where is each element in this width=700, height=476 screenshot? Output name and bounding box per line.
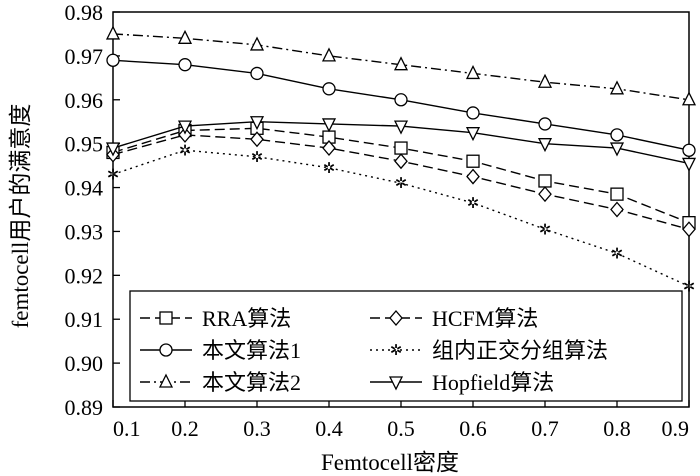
- legend-swatch-marker: [159, 311, 173, 325]
- legend-item: HCFM算法: [370, 306, 538, 331]
- legend-swatch-marker: [159, 343, 173, 357]
- data-point: [610, 128, 624, 142]
- legend-item: 本文算法1: [140, 338, 301, 363]
- x-tick-label: 0.7: [531, 416, 559, 441]
- data-point: [322, 140, 336, 157]
- data-point: [682, 221, 696, 238]
- data-point: [394, 93, 408, 107]
- series-6: [105, 116, 697, 172]
- series-4: ✲ ✲ ✲ ✲ ✲ ✲ ✲ ✲ ✲: [107, 143, 696, 295]
- x-tick-label: 0.8: [603, 416, 631, 441]
- legend-label: 本文算法2: [202, 370, 301, 395]
- legend-label: 本文算法1: [202, 338, 301, 363]
- x-tick-label: 0.6: [459, 416, 487, 441]
- data-point: ✲: [467, 196, 480, 212]
- data-point: ✲: [323, 161, 336, 177]
- x-tick-label: 0.2: [171, 416, 199, 441]
- data-point: [250, 131, 264, 148]
- x-tick-label: 0.3: [243, 416, 271, 441]
- data-point: [537, 73, 553, 88]
- series-5: [105, 25, 697, 106]
- legend-label: Hopfield算法: [432, 370, 554, 395]
- series-3: [106, 53, 696, 157]
- y-tick-label: 0.89: [65, 395, 104, 420]
- x-tick-label: 0.1: [113, 416, 141, 441]
- data-point: [610, 201, 624, 218]
- y-tick-label: 0.94: [65, 176, 104, 201]
- data-point: ✲: [107, 167, 120, 183]
- legend-swatch-marker: ✲: [390, 343, 403, 359]
- data-point: [465, 127, 481, 142]
- data-point: [249, 36, 265, 51]
- data-point: [681, 157, 697, 172]
- data-point: [466, 168, 480, 185]
- x-tick-label: 0.5: [387, 416, 415, 441]
- data-point: ✲: [539, 222, 552, 238]
- data-point: [177, 120, 193, 135]
- y-tick-label: 0.90: [65, 351, 104, 376]
- legend-item: ✲ 组内正交分组算法: [370, 338, 608, 363]
- data-point: [609, 142, 625, 157]
- data-point: [393, 56, 409, 71]
- data-point: [537, 138, 553, 153]
- legend-swatch-marker: [389, 310, 403, 326]
- data-point: [393, 120, 409, 135]
- data-point: ✲: [251, 150, 264, 166]
- y-tick-label: 0.93: [65, 219, 104, 244]
- x-tick-label: 0.4: [315, 416, 343, 441]
- data-point: ✲: [611, 246, 624, 262]
- legend-item: RRA算法: [140, 306, 291, 331]
- y-tick-label: 0.95: [65, 132, 104, 157]
- axes: 0.89 0.90 0.91 0.92 0.93 0.94 0.95 0.96 0.97 0.98…: [65, 0, 690, 441]
- data-point: ✲: [683, 279, 696, 295]
- data-point: [321, 118, 337, 133]
- legend-item: 本文算法2: [140, 370, 301, 395]
- y-axis-title: femtocell用户的满意度: [8, 104, 33, 329]
- data-point: [105, 142, 121, 157]
- data-point: [538, 186, 552, 203]
- legend-label: 组内正交分组算法: [432, 338, 608, 363]
- data-point: [682, 143, 696, 157]
- data-point: [394, 141, 408, 155]
- data-point: [465, 64, 481, 80]
- legend-swatch-marker: [158, 373, 174, 388]
- data-point: [609, 80, 625, 95]
- legend-label: HCFM算法: [432, 306, 538, 331]
- series-line: [112, 149, 690, 287]
- data-point: [106, 53, 120, 67]
- data-point: ✲: [395, 176, 408, 192]
- data-point: [394, 153, 408, 170]
- data-point: [538, 174, 552, 188]
- data-point: ✲: [179, 143, 192, 159]
- y-tick-label: 0.98: [65, 0, 104, 25]
- y-tick-label: 0.96: [65, 88, 104, 113]
- data-point: [105, 25, 121, 40]
- x-tick-label: 0.9: [662, 416, 690, 441]
- data-point: [250, 66, 264, 81]
- legend-label: RRA算法: [202, 306, 291, 331]
- data-point: [322, 82, 336, 96]
- data-point: [178, 58, 192, 72]
- legend-swatch-marker: [388, 376, 404, 391]
- data-point: [249, 116, 265, 131]
- series-2: [106, 126, 696, 238]
- data-point: [177, 29, 193, 44]
- data-point: [610, 187, 624, 201]
- data-point: [681, 91, 697, 106]
- y-tick-label: 0.92: [65, 263, 104, 288]
- data-point: [178, 126, 192, 143]
- data-point: [466, 154, 480, 168]
- legend-item: Hopfield算法: [370, 370, 554, 395]
- x-axis-title: Femtocell密度: [321, 450, 459, 475]
- data-point: [466, 106, 480, 120]
- data-point: [538, 117, 552, 131]
- series-layer: ✲ ✲ ✲ ✲ ✲ ✲ ✲ ✲ ✲: [105, 25, 697, 295]
- data-point: [321, 47, 337, 62]
- y-tick-label: 0.91: [65, 307, 104, 332]
- y-tick-label: 0.97: [65, 44, 104, 69]
- series-1: [106, 121, 696, 230]
